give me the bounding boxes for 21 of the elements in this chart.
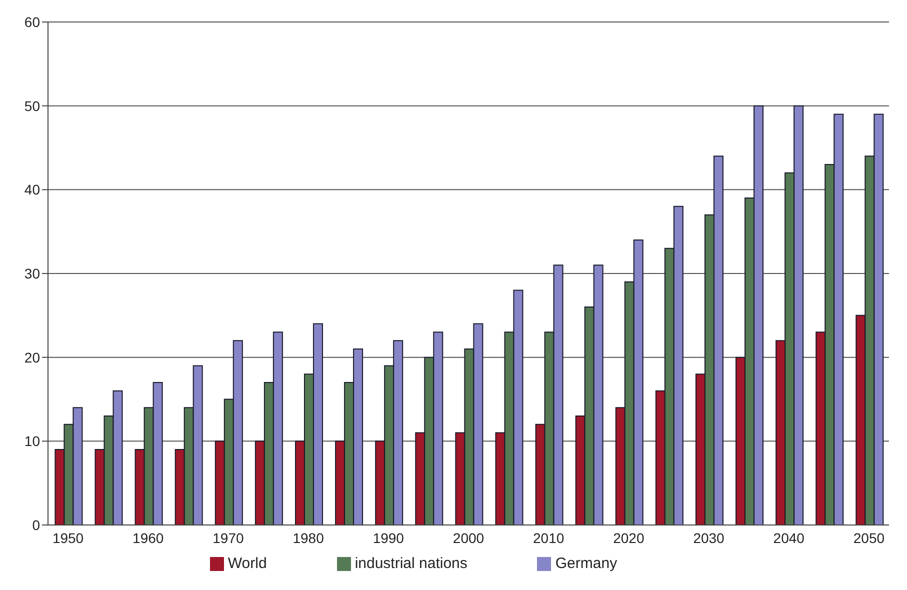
x-tick-label: 1950 [52,530,84,546]
y-tick-label: 50 [24,98,40,114]
y-tick-label: 30 [24,265,40,282]
y-tick-label: 40 [24,182,40,198]
x-tick-label: 2000 [452,530,484,546]
x-tick-label: 1990 [372,530,404,546]
y-tick-label: 10 [24,433,40,450]
x-tick-label: 2010 [533,530,564,546]
x-tick-label: 1980 [292,530,324,546]
legend-label: World [228,555,267,572]
x-tick-label: 2020 [613,530,644,546]
y-tick-label: 60 [24,14,40,30]
x-tick-label: 2040 [773,530,805,546]
y-tick-label: 0 [32,516,40,533]
x-tick-label: 2050 [853,530,885,546]
legend-label: Germany [555,555,618,572]
y-tick-label: 20 [24,349,40,366]
x-tick-label: 1960 [132,530,164,546]
x-tick-label: 2030 [693,530,725,546]
x-tick-label: 1970 [212,530,244,546]
legend-label: industrial nations [354,555,468,572]
